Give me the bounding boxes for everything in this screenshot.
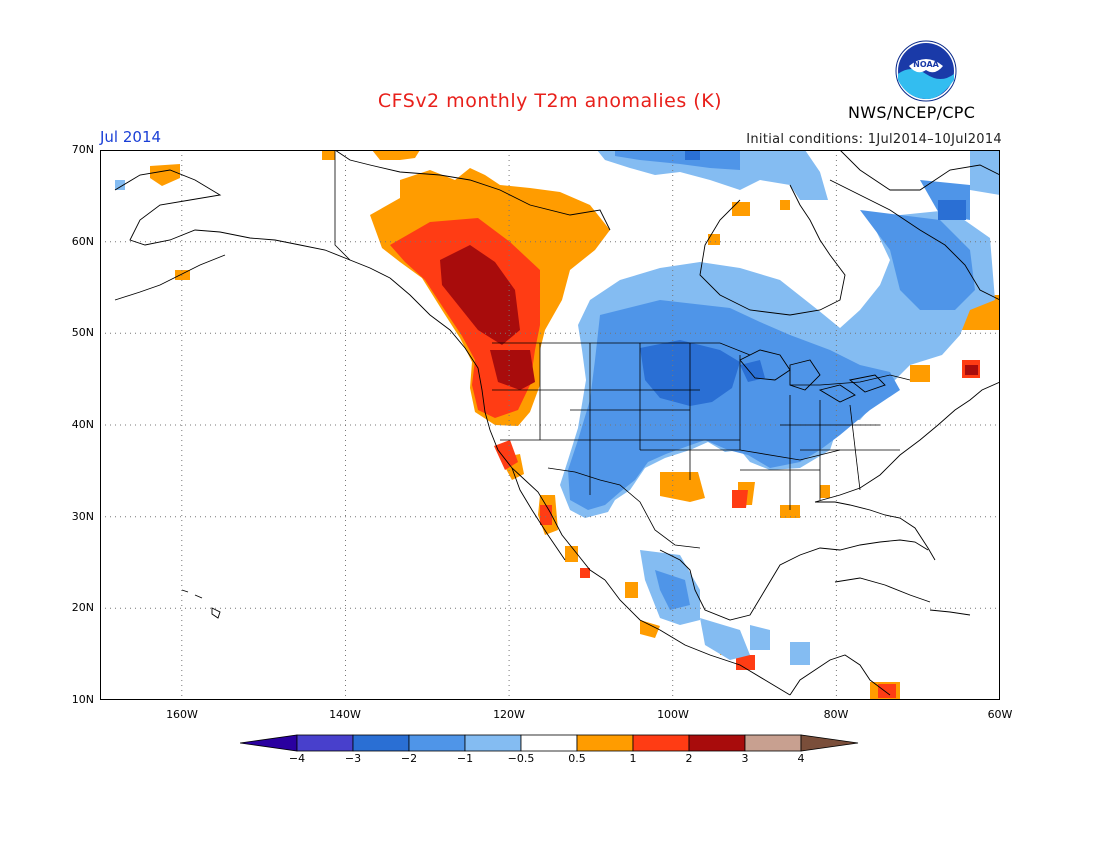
- logo-text: NOAA: [913, 60, 939, 69]
- very-strong-warm-anomaly-region: [440, 245, 978, 390]
- colorbar-label: 2: [685, 752, 693, 765]
- colorbar-label: 3: [741, 752, 749, 765]
- lat-label-10n: 10N: [71, 693, 94, 706]
- lon-label-160w: 160W: [166, 708, 198, 721]
- colorbar-cell: [800, 734, 859, 752]
- colorbar-cell: [296, 734, 354, 752]
- political-borders: [334, 150, 911, 549]
- colorbar-label: −1: [456, 752, 474, 765]
- forecast-month: Jul 2014: [100, 128, 162, 146]
- colorbar-cell: [408, 734, 466, 752]
- colorbar-cells: [240, 734, 859, 752]
- lat-label-50n: 50N: [71, 326, 94, 339]
- initial-conditions: Initial conditions: 1Jul2014–10Jul2014: [746, 132, 1002, 147]
- colorbar-cell: [464, 734, 522, 752]
- coastlines: [114, 150, 1000, 696]
- colorbar-label: −0.5: [507, 752, 535, 765]
- colorbar-label: 4: [797, 752, 805, 765]
- lat-label-70n: 70N: [71, 143, 94, 156]
- lon-label-80w: 80W: [823, 708, 849, 721]
- lon-label-60w: 60W: [987, 708, 1013, 721]
- colorbar-cell: [688, 734, 746, 752]
- noaa-logo-icon: NOAA: [895, 40, 957, 102]
- colorbar: [240, 734, 859, 752]
- lat-label-40n: 40N: [71, 418, 94, 431]
- colorbar-cell: [744, 734, 802, 752]
- lon-label-140w: 140W: [329, 708, 361, 721]
- colorbar-label: 1: [629, 752, 637, 765]
- lat-label-30n: 30N: [71, 510, 94, 523]
- colorbar-cell: [240, 734, 298, 752]
- agency-label: NWS/NCEP/CPC: [848, 103, 976, 122]
- colorbar-label: −2: [400, 752, 418, 765]
- colorbar-cell: [520, 734, 578, 752]
- lat-label-20n: 20N: [71, 601, 94, 614]
- colorbar-cell: [352, 734, 410, 752]
- lat-label-60n: 60N: [71, 235, 94, 248]
- colorbar-label: 0.5: [568, 752, 586, 765]
- anomaly-map: [100, 150, 1000, 700]
- lon-label-100w: 100W: [657, 708, 689, 721]
- colorbar-label: −3: [344, 752, 362, 765]
- colorbar-cell: [632, 734, 690, 752]
- colorbar-label: −4: [288, 752, 306, 765]
- colorbar-cell: [576, 734, 634, 752]
- lon-label-120w: 120W: [493, 708, 525, 721]
- map-title: CFSv2 monthly T2m anomalies (K): [377, 90, 723, 112]
